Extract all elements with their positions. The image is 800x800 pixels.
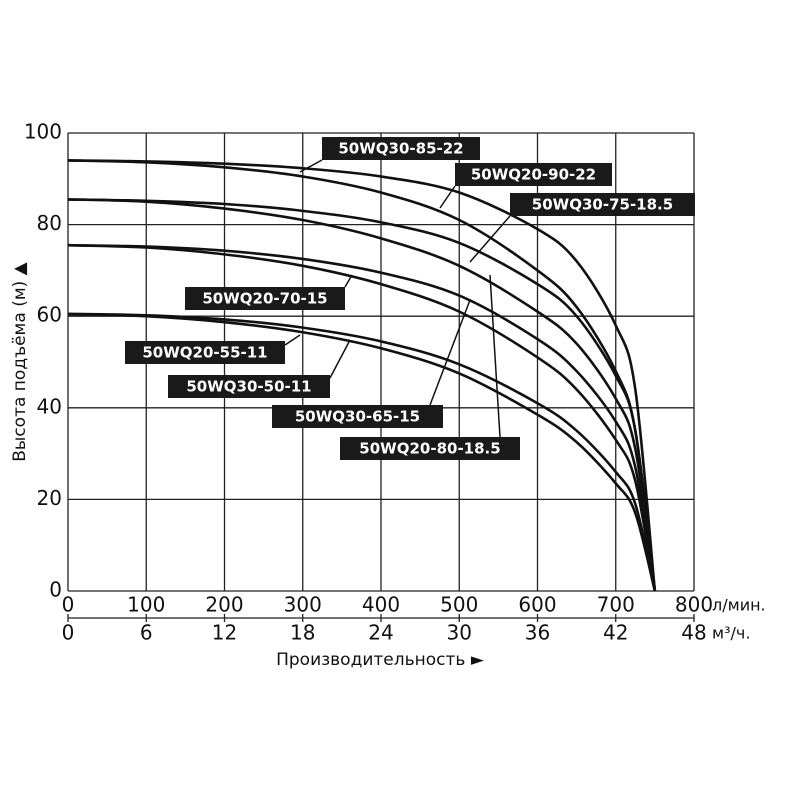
x2-unit: м³/ч.	[712, 624, 750, 643]
leader-line	[429, 299, 471, 406]
x-tick-label: 800	[675, 593, 713, 617]
x-tick-label: 700	[597, 593, 635, 617]
tag-box	[340, 437, 520, 460]
tag-box	[322, 137, 480, 160]
series-tag: 50WQ20-55-11	[142, 344, 267, 362]
leader-line	[469, 215, 511, 263]
curve	[67, 159, 657, 592]
x2-tick-label: 48	[681, 621, 706, 645]
curve	[67, 198, 657, 592]
x-tick-label: 500	[440, 593, 478, 617]
leader-line	[439, 185, 456, 209]
curve	[67, 243, 657, 592]
tag-box	[185, 287, 345, 310]
x2-tick-label: 36	[525, 621, 550, 645]
x-tick-label: 600	[518, 593, 556, 617]
series-tag: 50WQ20-80-18.5	[359, 440, 500, 458]
leader-line	[344, 274, 353, 288]
x-tick-label: 100	[127, 593, 165, 617]
leader-line	[489, 274, 501, 438]
x-axis-title: Производительность ►	[276, 650, 485, 670]
y-axis-title: Высота подъёма (м) ▲	[10, 261, 30, 461]
tag-box	[455, 163, 612, 186]
curve	[67, 312, 657, 592]
series-tag: 50WQ30-85-22	[338, 140, 463, 158]
leader-line	[284, 334, 301, 346]
x2-tick-label: 30	[447, 621, 472, 645]
series-tag: 50WQ20-90-22	[471, 166, 596, 184]
tag-box	[272, 405, 443, 428]
x2-tick-label: 42	[603, 621, 628, 645]
series-tag: 50WQ30-50-11	[186, 378, 311, 396]
series-tag: 50WQ20-70-15	[202, 290, 327, 308]
y-tick-label: 80	[37, 211, 62, 235]
x2-tick-label: 0	[62, 621, 75, 645]
series-tag: 50WQ30-65-15	[295, 408, 420, 426]
x-tick-label: 300	[284, 593, 322, 617]
tag-box	[125, 341, 285, 364]
y-tick-label: 40	[37, 394, 62, 418]
x-tick-label: 400	[362, 593, 400, 617]
x2-tick-label: 24	[368, 621, 393, 645]
y-tick-label: 20	[37, 486, 62, 510]
x2-tick-label: 18	[290, 621, 315, 645]
curve	[67, 312, 657, 592]
x-tick-label: 200	[205, 593, 243, 617]
y-tick-label: 0	[49, 578, 62, 602]
curve	[67, 243, 657, 592]
tag-box	[168, 375, 330, 398]
leader-line	[329, 339, 351, 379]
tag-box	[510, 193, 695, 216]
curve	[67, 198, 657, 592]
x-unit: л/мин.	[712, 596, 766, 615]
y-tick-label: 60	[37, 303, 62, 327]
leader-line	[299, 159, 323, 173]
x2-tick-label: 12	[212, 621, 237, 645]
series-tag: 50WQ30-75-18.5	[532, 196, 673, 214]
x-tick-label: 0	[62, 593, 75, 617]
x2-tick-label: 6	[140, 621, 153, 645]
y-tick-label: 100	[24, 120, 62, 144]
